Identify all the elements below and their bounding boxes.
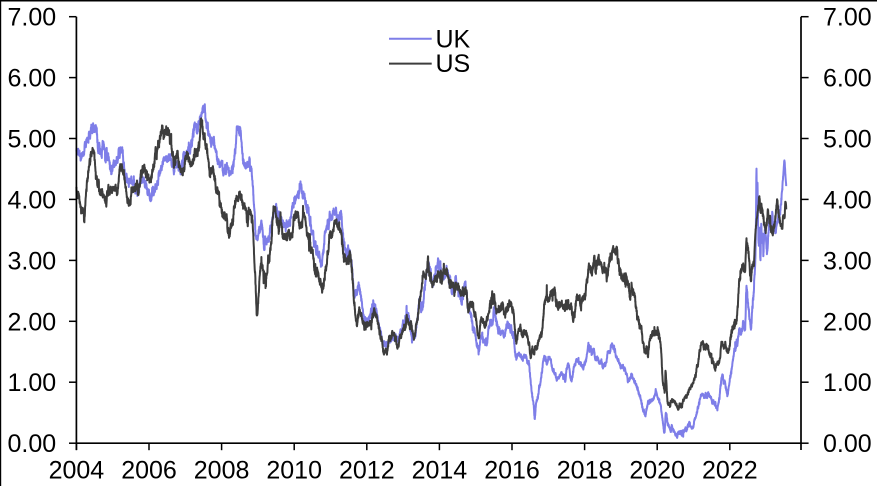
svg-text:2.00: 2.00 [8, 308, 57, 336]
svg-text:2010: 2010 [266, 457, 322, 485]
svg-text:7.00: 7.00 [823, 4, 872, 32]
svg-text:2020: 2020 [629, 457, 685, 485]
svg-text:2014: 2014 [412, 457, 468, 485]
svg-text:2.00: 2.00 [823, 308, 872, 336]
svg-text:US: US [436, 50, 471, 78]
svg-text:7.00: 7.00 [8, 4, 57, 32]
svg-text:2022: 2022 [702, 457, 758, 485]
svg-text:1.00: 1.00 [823, 369, 872, 397]
svg-text:2006: 2006 [121, 457, 177, 485]
svg-text:6.00: 6.00 [8, 65, 57, 93]
svg-text:2012: 2012 [339, 457, 395, 485]
svg-text:6.00: 6.00 [823, 65, 872, 93]
svg-text:UK: UK [436, 25, 471, 53]
svg-text:0.00: 0.00 [8, 430, 57, 458]
svg-text:4.00: 4.00 [823, 186, 872, 214]
svg-text:2018: 2018 [557, 457, 613, 485]
svg-text:0.00: 0.00 [823, 430, 872, 458]
svg-text:2008: 2008 [194, 457, 250, 485]
svg-text:5.00: 5.00 [823, 126, 872, 154]
svg-text:3.00: 3.00 [823, 247, 872, 275]
svg-text:2016: 2016 [484, 457, 540, 485]
svg-text:5.00: 5.00 [8, 126, 57, 154]
svg-text:2004: 2004 [49, 457, 105, 485]
svg-text:4.00: 4.00 [8, 186, 57, 214]
svg-text:3.00: 3.00 [8, 247, 57, 275]
svg-text:1.00: 1.00 [8, 369, 57, 397]
